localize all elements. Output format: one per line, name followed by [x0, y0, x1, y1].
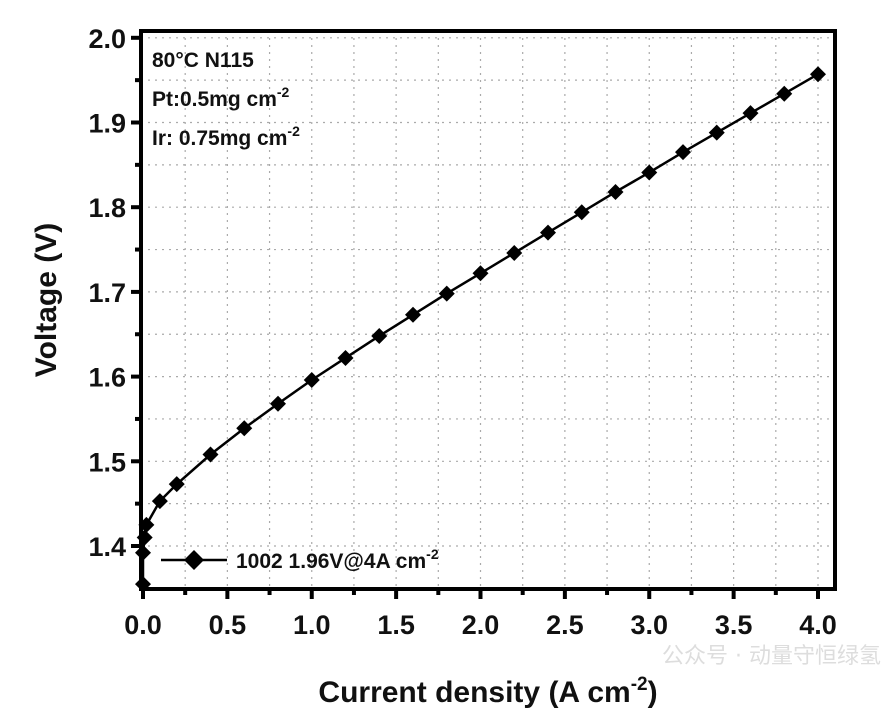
data-point — [641, 164, 658, 181]
x-tick-label: 0.0 — [124, 610, 162, 640]
x-tick-label: 4.0 — [799, 610, 837, 640]
data-point — [371, 327, 388, 344]
data-point — [810, 66, 826, 83]
data-point — [168, 476, 185, 493]
data-point — [742, 105, 759, 122]
legend-label: 1002 1.96V@4A cm-2 — [236, 546, 439, 573]
data-point — [675, 144, 691, 161]
data-point — [540, 224, 556, 241]
plot-frame — [139, 29, 837, 591]
data-point — [405, 306, 421, 323]
annotation-condition: 80°C N115 — [152, 49, 254, 72]
x-tick-label: 3.5 — [715, 610, 753, 640]
data-point — [708, 124, 725, 141]
y-axis-label: Voltage (V) — [30, 223, 63, 377]
data-point — [236, 420, 253, 437]
x-tick-label: 2.0 — [462, 610, 500, 640]
data-point — [776, 85, 793, 102]
y-tick-labels: 1.4 1.5 1.6 1.7 1.8 1.9 2.0 — [88, 24, 126, 562]
y-tick-label: 1.5 — [88, 447, 126, 477]
axis-ticks — [131, 35, 820, 599]
data-point — [151, 493, 168, 510]
y-tick-label: 1.8 — [88, 193, 126, 223]
data-point — [270, 395, 286, 412]
data-point — [303, 371, 320, 388]
data-point — [202, 446, 219, 463]
data-point — [506, 244, 523, 261]
annotation-ir-loading: Ir: 0.75mg cm-2 — [152, 123, 300, 150]
x-tick-label: 3.0 — [630, 610, 668, 640]
x-tick-label: 1.0 — [293, 610, 331, 640]
y-tick-label: 1.6 — [88, 363, 126, 393]
annotation-block: 80°C N115 Pt:0.5mg cm-2 Ir: 0.75mg cm-2 — [152, 49, 300, 150]
y-tick-label: 2.0 — [88, 24, 126, 54]
x-axis-label: Current density (A cm-2) — [318, 674, 657, 709]
x-tick-label: 1.5 — [377, 610, 415, 640]
watermark: 公众号 · 动量守恒绿氢 — [662, 644, 881, 669]
y-tick-label: 1.7 — [88, 278, 126, 308]
x-tick-labels: 0.0 0.5 1.0 1.5 2.0 2.5 3.0 3.5 4.0 — [124, 610, 837, 640]
legend-marker — [184, 550, 204, 570]
x-tick-label: 0.5 — [209, 610, 247, 640]
data-point — [607, 183, 624, 200]
x-tick-label: 2.5 — [546, 610, 584, 640]
y-tick-label: 1.9 — [88, 109, 126, 139]
annotation-pt-loading: Pt:0.5mg cm-2 — [152, 84, 290, 111]
data-point — [573, 204, 590, 221]
data-point — [438, 285, 455, 302]
y-tick-label: 1.4 — [88, 532, 126, 562]
grid — [141, 31, 835, 589]
legend: 1002 1.96V@4A cm-2 — [161, 546, 439, 573]
data-point — [472, 265, 489, 282]
data-point — [337, 349, 354, 366]
